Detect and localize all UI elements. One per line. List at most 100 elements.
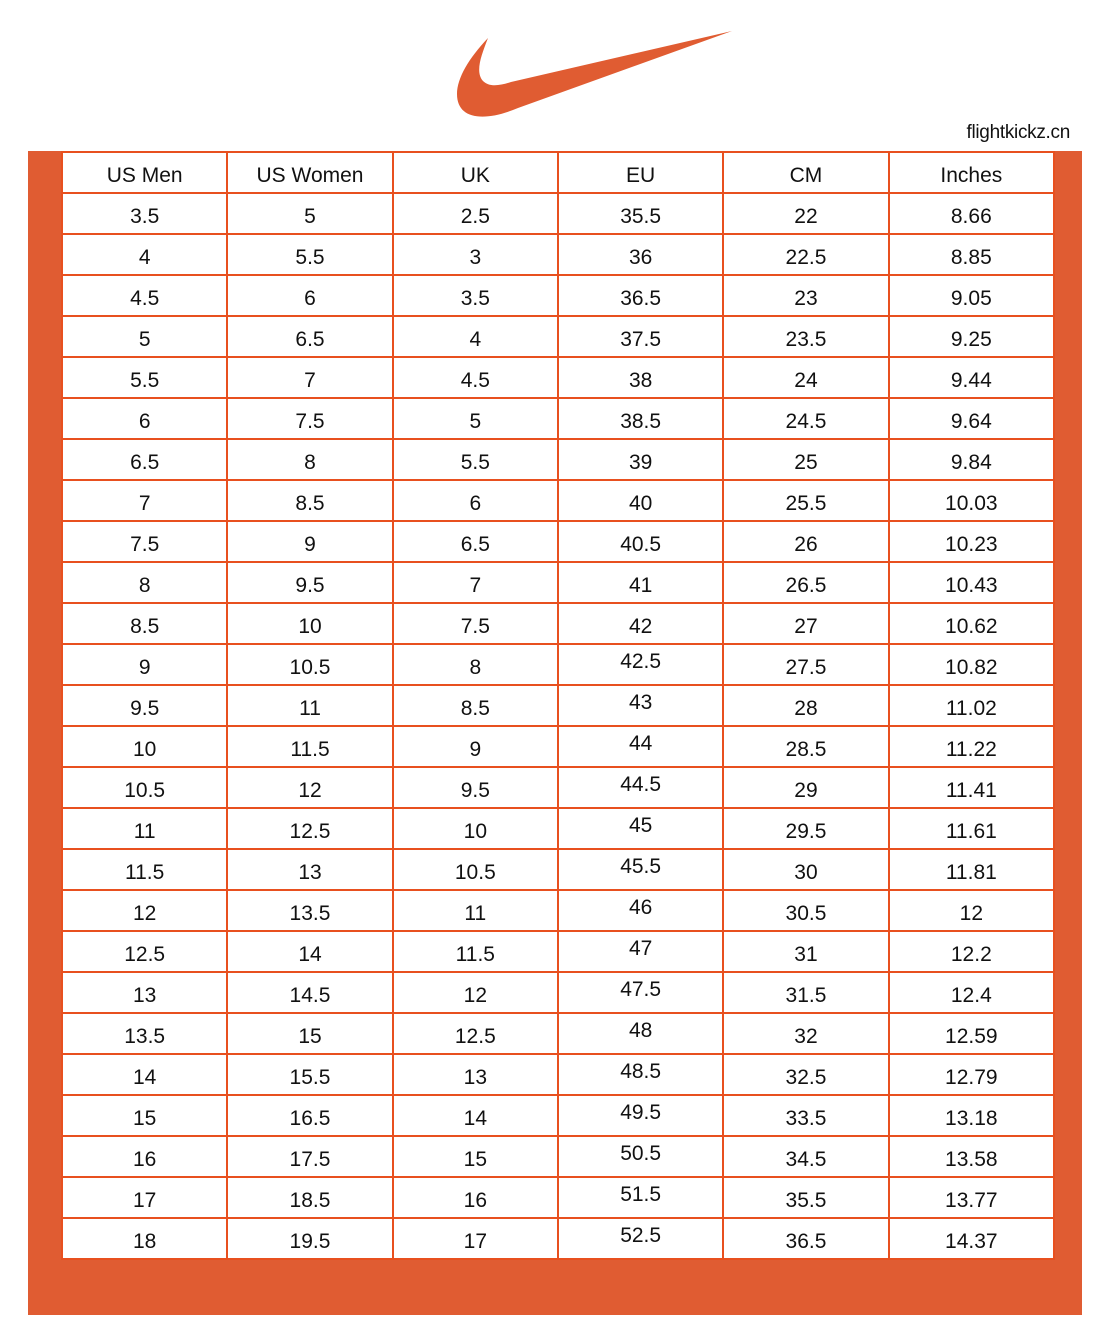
cell-value: 12 <box>298 779 322 802</box>
table-cell: 12 <box>887 889 1056 932</box>
cell-value: 35.5 <box>620 205 662 228</box>
table-cell: 42 <box>556 602 725 645</box>
table-cell: 19.5 <box>226 1217 394 1260</box>
table-cell: 18 <box>60 1217 229 1260</box>
table-cell: 27.5 <box>722 643 890 686</box>
table-row: 16 17.5 15 50.5 34.5 13.58 <box>60 1135 1056 1178</box>
table-cell: 6 <box>226 274 394 317</box>
cell-value: 27.5 <box>785 656 827 679</box>
table-cell: 11.5 <box>60 848 229 891</box>
cell-value: 12.5 <box>454 1025 496 1048</box>
table-cell: 11.02 <box>887 684 1056 727</box>
table-cell: 37.5 <box>556 315 725 358</box>
table-cell: 8.85 <box>887 233 1056 276</box>
table-cell: 13.77 <box>887 1176 1056 1219</box>
table-cell: 16 <box>60 1135 229 1178</box>
cell-value: 18.5 <box>289 1189 331 1212</box>
table-cell: 10.5 <box>60 766 229 809</box>
table-row: 10 11.5 9 44 28.5 11.22 <box>60 725 1056 768</box>
table-cell: 10.5 <box>226 643 394 686</box>
cell-value: 10 <box>298 615 322 638</box>
table-cell: 17 <box>60 1176 229 1219</box>
table-cell: 3.5 <box>60 192 229 235</box>
cell-value: 13.5 <box>289 902 331 925</box>
cell-value: 12.5 <box>124 943 166 966</box>
table-row: 7.5 9 6.5 40.5 26 10.23 <box>60 520 1056 563</box>
cell-value: 12.2 <box>950 943 992 966</box>
column-header: CM <box>722 151 890 194</box>
cell-value: 38.5 <box>620 410 662 433</box>
cell-value: 9.44 <box>950 369 992 392</box>
table-cell: 11.81 <box>887 848 1056 891</box>
cell-value: 7.5 <box>295 410 325 433</box>
table-row: 9 10.5 8 42.5 27.5 10.82 <box>60 643 1056 686</box>
column-header-label: US Men <box>106 164 183 187</box>
table-cell: 9.5 <box>226 561 394 604</box>
nike-swoosh-logo <box>457 31 732 117</box>
table-cell: 45.5 <box>556 848 725 891</box>
cell-value: 30.5 <box>785 902 827 925</box>
table-cell: 3.5 <box>391 274 559 317</box>
cell-value: 22 <box>794 205 818 228</box>
cell-value: 5 <box>304 205 316 228</box>
cell-value: 13.58 <box>945 1148 998 1171</box>
cell-value: 11.41 <box>945 779 997 802</box>
table-cell: 29.5 <box>722 807 890 850</box>
cell-value: 2.5 <box>460 205 490 228</box>
table-cell: 50.5 <box>556 1135 725 1178</box>
cell-value: 4 <box>469 328 482 351</box>
table-cell: 23.5 <box>722 315 890 358</box>
cell-value: 9 <box>138 656 151 679</box>
swoosh-shape <box>457 31 732 117</box>
cell-value: 47 <box>628 937 653 960</box>
table-cell: 42.5 <box>556 643 725 686</box>
table-cell: 32.5 <box>722 1053 890 1096</box>
table-cell: 23 <box>722 274 890 317</box>
table-cell: 11.61 <box>887 807 1056 850</box>
cell-value: 28 <box>794 697 818 720</box>
table-cell: 26 <box>722 520 890 563</box>
cell-value: 34.5 <box>785 1148 827 1171</box>
cell-value: 29.5 <box>785 820 827 843</box>
column-header: US Women <box>226 151 394 194</box>
table-cell: 9 <box>60 643 229 686</box>
cell-value: 11.5 <box>125 861 165 884</box>
cell-value: 13.18 <box>945 1107 998 1130</box>
cell-value: 48 <box>628 1019 653 1042</box>
table-cell: 11 <box>391 889 559 932</box>
table-row: 11 12.5 10 45 29.5 11.61 <box>60 807 1056 850</box>
table-cell: 5 <box>60 315 229 358</box>
cell-value: 16 <box>132 1148 157 1171</box>
table-cell: 12 <box>60 889 229 932</box>
cell-value: 49.5 <box>620 1101 662 1124</box>
cell-value: 22.5 <box>785 246 827 269</box>
cell-value: 11 <box>299 697 321 720</box>
cell-value: 51.5 <box>620 1183 662 1206</box>
table-row: 10.5 12 9.5 44.5 29 11.41 <box>60 766 1056 809</box>
cell-value: 38 <box>628 369 653 392</box>
cell-value: 15 <box>298 1025 322 1048</box>
table-cell: 33.5 <box>722 1094 890 1137</box>
table-cell: 47.5 <box>556 971 725 1014</box>
cell-value: 10.62 <box>945 615 998 638</box>
cell-value: 9 <box>304 533 316 556</box>
cell-value: 11.81 <box>945 861 997 884</box>
table-cell: 11.41 <box>887 766 1056 809</box>
table-row: 6 7.5 5 38.5 24.5 9.64 <box>60 397 1056 440</box>
cell-value: 6.5 <box>130 451 160 474</box>
cell-value: 35.5 <box>785 1189 827 1212</box>
cell-value: 36.5 <box>620 287 662 310</box>
cell-value: 12.4 <box>950 984 992 1007</box>
cell-value: 5.5 <box>295 246 325 269</box>
cell-value: 26 <box>794 533 818 556</box>
table-cell: 15 <box>391 1135 559 1178</box>
table-cell: 9.64 <box>887 397 1056 440</box>
table-cell: 18.5 <box>226 1176 394 1219</box>
table-cell: 25 <box>722 438 890 481</box>
cell-value: 10 <box>132 738 157 761</box>
cell-value: 15 <box>463 1148 487 1171</box>
cell-value: 12.59 <box>945 1025 998 1048</box>
cell-value: 30 <box>794 861 818 884</box>
table-cell: 29 <box>722 766 890 809</box>
table-cell: 14.5 <box>226 971 394 1014</box>
